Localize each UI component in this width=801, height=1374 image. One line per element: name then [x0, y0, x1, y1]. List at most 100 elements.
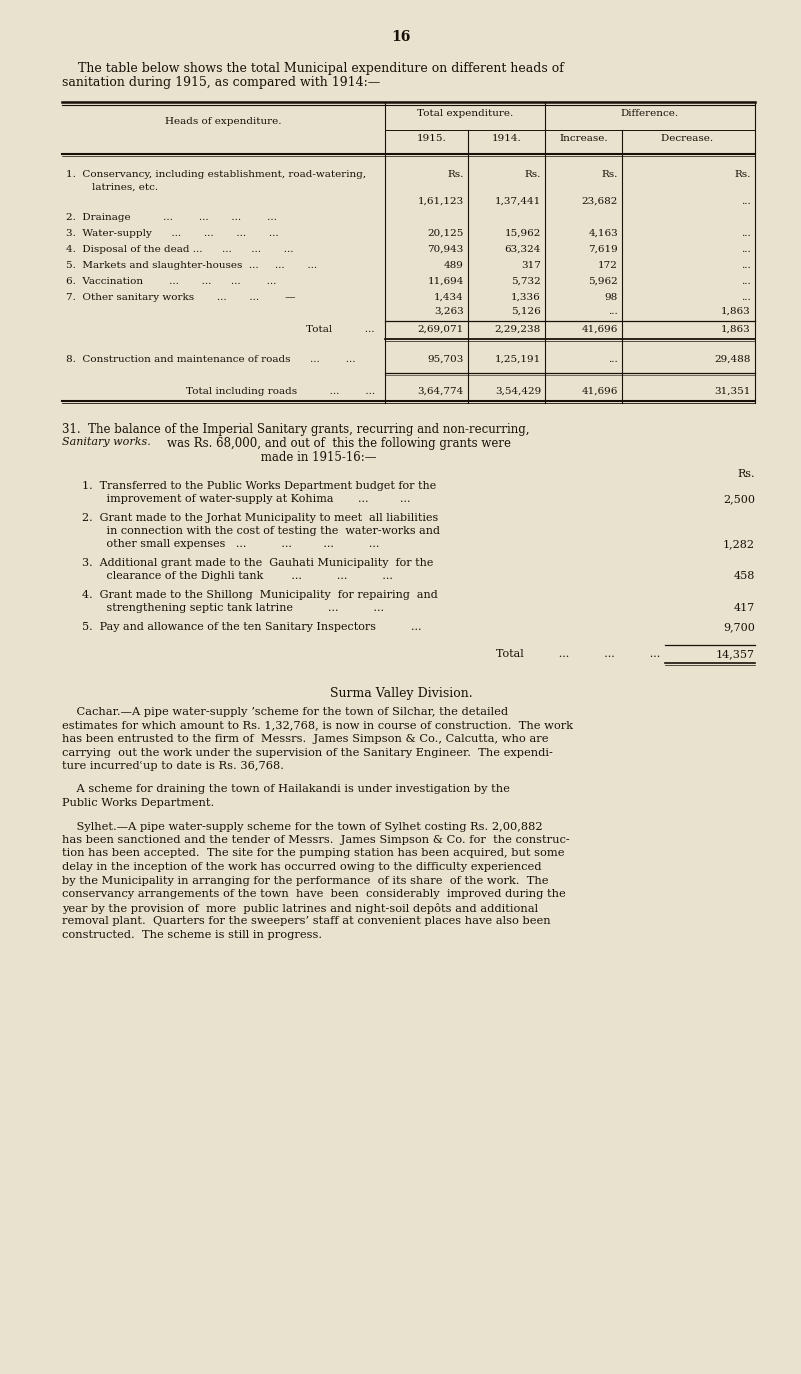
Text: 2,69,071: 2,69,071 — [418, 326, 464, 334]
Text: Total expenditure.: Total expenditure. — [417, 109, 513, 118]
Text: 70,943: 70,943 — [428, 245, 464, 254]
Text: 5,962: 5,962 — [588, 278, 618, 286]
Text: ...: ... — [608, 306, 618, 316]
Text: has been entrusted to the firm of  Messrs.  James Simpson & Co., Calcutta, who a: has been entrusted to the firm of Messrs… — [62, 734, 549, 743]
Text: 16: 16 — [392, 30, 411, 44]
Text: 3.  Water-supply      ...       ...       ...       ...: 3. Water-supply ... ... ... ... — [66, 229, 279, 238]
Text: Sylhet.—A pipe water-supply scheme for the town of Sylhet costing Rs. 2,00,882: Sylhet.—A pipe water-supply scheme for t… — [62, 822, 542, 831]
Text: 95,703: 95,703 — [428, 354, 464, 364]
Text: 458: 458 — [734, 572, 755, 581]
Text: 29,488: 29,488 — [714, 354, 751, 364]
Text: 489: 489 — [444, 261, 464, 271]
Text: Sanitary works.: Sanitary works. — [62, 437, 151, 447]
Text: 7.  Other sanitary works       ...       ...        —: 7. Other sanitary works ... ... — — [66, 293, 296, 302]
Text: Total          ...          ...          ...: Total ... ... ... — [496, 649, 660, 660]
Text: ...: ... — [741, 196, 751, 206]
Text: was Rs. 68,000, and out of  this the following grants were: was Rs. 68,000, and out of this the foll… — [167, 437, 511, 451]
Text: 1915.: 1915. — [417, 135, 447, 143]
Text: 4.  Disposal of the dead ...      ...      ...       ...: 4. Disposal of the dead ... ... ... ... — [66, 245, 293, 254]
Text: ...: ... — [608, 354, 618, 364]
Text: 3,54,429: 3,54,429 — [495, 387, 541, 396]
Text: 172: 172 — [598, 261, 618, 271]
Text: Public Works Department.: Public Works Department. — [62, 798, 214, 808]
Text: 2,29,238: 2,29,238 — [495, 326, 541, 334]
Text: other small expenses   ...          ...         ...          ...: other small expenses ... ... ... ... — [82, 539, 380, 550]
Text: estimates for which amount to Rs. 1,32,768, is now in course of construction.  T: estimates for which amount to Rs. 1,32,7… — [62, 720, 573, 731]
Text: removal plant.  Quarters for the sweepers’ staff at convenient places have also : removal plant. Quarters for the sweepers… — [62, 916, 550, 926]
Text: Rs.: Rs. — [602, 170, 618, 179]
Text: 31.  The balance of the Imperial Sanitary grants, recurring and non-recurring,: 31. The balance of the Imperial Sanitary… — [62, 423, 529, 436]
Text: 14,357: 14,357 — [716, 649, 755, 660]
Text: 1,336: 1,336 — [511, 293, 541, 302]
Text: 5,732: 5,732 — [511, 278, 541, 286]
Text: 7,619: 7,619 — [588, 245, 618, 254]
Text: constructed.  The scheme is still in progress.: constructed. The scheme is still in prog… — [62, 929, 322, 940]
Text: made in 1915-16:—: made in 1915-16:— — [167, 451, 376, 464]
Text: clearance of the Dighli tank        ...          ...          ...: clearance of the Dighli tank ... ... ... — [82, 572, 392, 581]
Text: Rs.: Rs. — [735, 170, 751, 179]
Text: in connection with the cost of testing the  water-works and: in connection with the cost of testing t… — [82, 526, 440, 536]
Text: 11,694: 11,694 — [428, 278, 464, 286]
Text: 3.  Additional grant made to the  Gauhati Municipality  for the: 3. Additional grant made to the Gauhati … — [82, 558, 433, 567]
Text: A scheme for draining the town of Hailakandi is under investigation by the: A scheme for draining the town of Hailak… — [62, 785, 510, 794]
Text: 1,25,191: 1,25,191 — [495, 354, 541, 364]
Text: 23,682: 23,682 — [582, 196, 618, 206]
Text: 1,434: 1,434 — [434, 293, 464, 302]
Text: 9,700: 9,700 — [723, 622, 755, 632]
Text: 4,163: 4,163 — [588, 229, 618, 238]
Text: ...: ... — [741, 293, 751, 302]
Text: 1914.: 1914. — [492, 135, 521, 143]
Text: tion has been accepted.  The site for the pumping station has been acquired, but: tion has been accepted. The site for the… — [62, 849, 565, 859]
Text: Total including roads          ...        ...: Total including roads ... ... — [186, 387, 375, 396]
Text: ...: ... — [741, 278, 751, 286]
Text: ...: ... — [741, 245, 751, 254]
Text: 2.  Grant made to the Jorhat Municipality to meet  all liabilities: 2. Grant made to the Jorhat Municipality… — [82, 513, 438, 523]
Text: 417: 417 — [734, 603, 755, 613]
Text: Total          ...: Total ... — [307, 326, 375, 334]
Text: 1.  Transferred to the Public Works Department budget for the: 1. Transferred to the Public Works Depar… — [82, 481, 437, 491]
Text: 41,696: 41,696 — [582, 387, 618, 396]
Text: 3,64,774: 3,64,774 — [418, 387, 464, 396]
Text: 20,125: 20,125 — [428, 229, 464, 238]
Text: latrines, etc.: latrines, etc. — [66, 183, 158, 192]
Text: delay in the inception of the work has occurred owing to the difficulty experien: delay in the inception of the work has o… — [62, 861, 541, 872]
Text: Difference.: Difference. — [621, 109, 679, 118]
Text: 3,263: 3,263 — [434, 306, 464, 316]
Text: ...: ... — [741, 261, 751, 271]
Text: 41,696: 41,696 — [582, 326, 618, 334]
Text: by the Municipality in arranging for the performance  of its share  of the work.: by the Municipality in arranging for the… — [62, 875, 549, 885]
Text: 1,61,123: 1,61,123 — [418, 196, 464, 206]
Text: year by the provision of  more  public latrines and night-soil depôts and additi: year by the provision of more public lat… — [62, 903, 538, 914]
Text: sanitation during 1915, as compared with 1914:—: sanitation during 1915, as compared with… — [62, 76, 380, 89]
Text: Heads of expenditure.: Heads of expenditure. — [165, 117, 282, 126]
Text: Rs.: Rs. — [738, 469, 755, 480]
Text: 1,863: 1,863 — [721, 306, 751, 316]
Text: ...: ... — [741, 229, 751, 238]
Text: 6.  Vaccination        ...       ...      ...        ...: 6. Vaccination ... ... ... ... — [66, 278, 276, 286]
Text: conservancy arrangements of the town  have  been  considerably  improved during : conservancy arrangements of the town hav… — [62, 889, 566, 899]
Text: 4.  Grant made to the Shillong  Municipality  for repairing  and: 4. Grant made to the Shillong Municipali… — [82, 589, 438, 600]
Text: ture incurredʿup to date is Rs. 36,768.: ture incurredʿup to date is Rs. 36,768. — [62, 761, 284, 771]
Text: 2,500: 2,500 — [723, 495, 755, 504]
Text: 317: 317 — [521, 261, 541, 271]
Text: 1.  Conservancy, including establishment, road-watering,: 1. Conservancy, including establishment,… — [66, 170, 366, 179]
Text: 31,351: 31,351 — [714, 387, 751, 396]
Text: Increase.: Increase. — [559, 135, 608, 143]
Text: The table below shows the total Municipal expenditure on different heads of: The table below shows the total Municipa… — [62, 62, 564, 76]
Text: 2.  Drainage          ...        ...       ...        ...: 2. Drainage ... ... ... ... — [66, 213, 277, 223]
Text: Rs.: Rs. — [525, 170, 541, 179]
Text: 98: 98 — [605, 293, 618, 302]
Text: 1,863: 1,863 — [721, 326, 751, 334]
Text: strengthening septic tank latrine          ...          ...: strengthening septic tank latrine ... ..… — [82, 603, 384, 613]
Text: 5.  Markets and slaughter-houses  ...     ...       ...: 5. Markets and slaughter-houses ... ... … — [66, 261, 317, 271]
Text: has been sanctioned and the tender of Messrs.  James Simpson & Co. for  the cons: has been sanctioned and the tender of Me… — [62, 835, 570, 845]
Text: Decrease.: Decrease. — [661, 135, 716, 143]
Text: 1,37,441: 1,37,441 — [495, 196, 541, 206]
Text: carrying  out the work under the supervision of the Sanitary Engineer.  The expe: carrying out the work under the supervis… — [62, 747, 553, 757]
Text: 63,324: 63,324 — [505, 245, 541, 254]
Text: 1,282: 1,282 — [723, 539, 755, 550]
Text: Cachar.—A pipe water-supply ʼscheme for the town of Silchar, the detailed: Cachar.—A pipe water-supply ʼscheme for … — [62, 708, 508, 717]
Text: improvement of water-supply at Kohima       ...         ...: improvement of water-supply at Kohima ..… — [82, 495, 410, 504]
Text: 15,962: 15,962 — [505, 229, 541, 238]
Text: 5.  Pay and allowance of the ten Sanitary Inspectors          ...: 5. Pay and allowance of the ten Sanitary… — [82, 622, 421, 632]
